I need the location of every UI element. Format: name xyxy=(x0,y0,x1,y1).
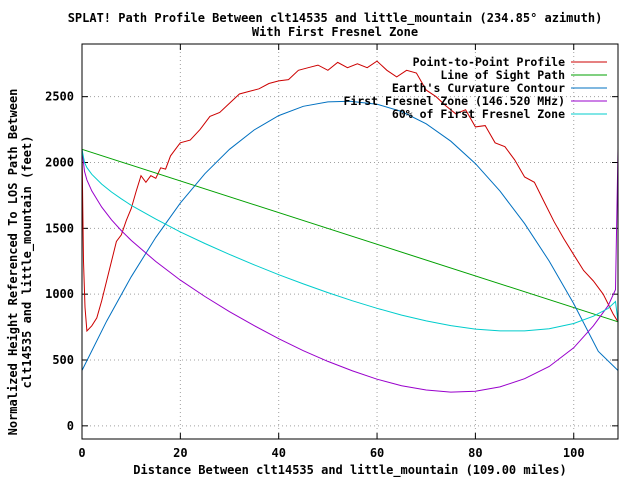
series-line-2 xyxy=(81,148,619,323)
chart-subtitle: With First Fresnel Zone xyxy=(252,25,418,39)
x-tick-label: 80 xyxy=(468,446,482,460)
legend-label: First Fresnel Zone (146.520 MHz) xyxy=(343,94,565,108)
grid xyxy=(81,44,618,439)
x-tick-label: 20 xyxy=(173,446,187,460)
x-tick-label: 60 xyxy=(370,446,384,460)
x-tick-label: 100 xyxy=(563,446,585,460)
y-tick-label: 0 xyxy=(67,419,74,433)
y-tick-label: 500 xyxy=(52,353,74,367)
series-line-1 xyxy=(81,60,619,333)
series-line-4 xyxy=(81,149,619,393)
legend-label: Point-to-Point Profile xyxy=(413,55,565,69)
x-axis-label: Distance Between clt14535 and little_mou… xyxy=(133,463,566,478)
x-tick-label: 0 xyxy=(78,446,85,460)
y-axis-label-line2: clt14535 and little_mountain (feet) xyxy=(20,136,35,389)
series-line-5 xyxy=(81,149,619,332)
legend-label: 60% of First Fresnel Zone xyxy=(392,107,565,121)
series-lines xyxy=(81,60,619,393)
y-tick-label: 2000 xyxy=(45,156,74,170)
plot-frame xyxy=(81,43,619,440)
chart-title: SPLAT! Path Profile Between clt14535 and… xyxy=(68,11,603,26)
y-tick-label: 1500 xyxy=(45,221,74,235)
x-tick-label: 40 xyxy=(271,446,285,460)
y-axis-label-line1: Normalized Height Referenced To LOS Path… xyxy=(6,89,20,436)
legend-label: Line of Sight Path xyxy=(440,68,565,82)
series-line-3 xyxy=(81,100,619,371)
legend-label: Earth's Curvature Contour xyxy=(392,81,565,95)
y-tick-label: 2500 xyxy=(45,90,74,104)
y-tick-label: 1000 xyxy=(45,287,74,301)
